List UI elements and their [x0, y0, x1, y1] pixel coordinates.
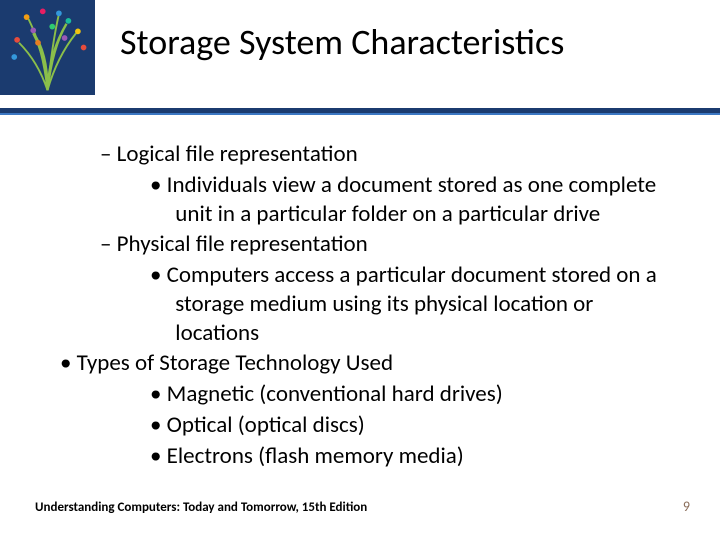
bullet-lvl3: Individuals view a document stored as on…: [150, 171, 680, 229]
bullet-lvl2: Logical file representation: [100, 140, 680, 169]
tree-logo-icon: [0, 0, 95, 95]
bullet-lvl3: Computers access a particular document s…: [150, 261, 680, 347]
bullet-lvl2: Physical file representation: [100, 230, 680, 259]
slide: Storage System Characteristics Logical f…: [0, 0, 720, 540]
slide-content: Logical file representation Individuals …: [40, 140, 680, 472]
slide-title: Storage System Characteristics: [120, 20, 564, 64]
footer-text: Understanding Computers: Today and Tomor…: [35, 500, 367, 515]
bullet-lvl3: Optical (optical discs): [150, 411, 680, 440]
bullet-lvl3: Magnetic (conventional hard drives): [150, 380, 680, 409]
bullet-lvl3: Electrons (flash memory media): [150, 442, 680, 471]
header: Storage System Characteristics: [0, 0, 720, 108]
page-number: 9: [683, 498, 690, 515]
divider-light: [0, 113, 720, 115]
bullet-lvl1: Types of Storage Technology Used: [60, 349, 680, 378]
